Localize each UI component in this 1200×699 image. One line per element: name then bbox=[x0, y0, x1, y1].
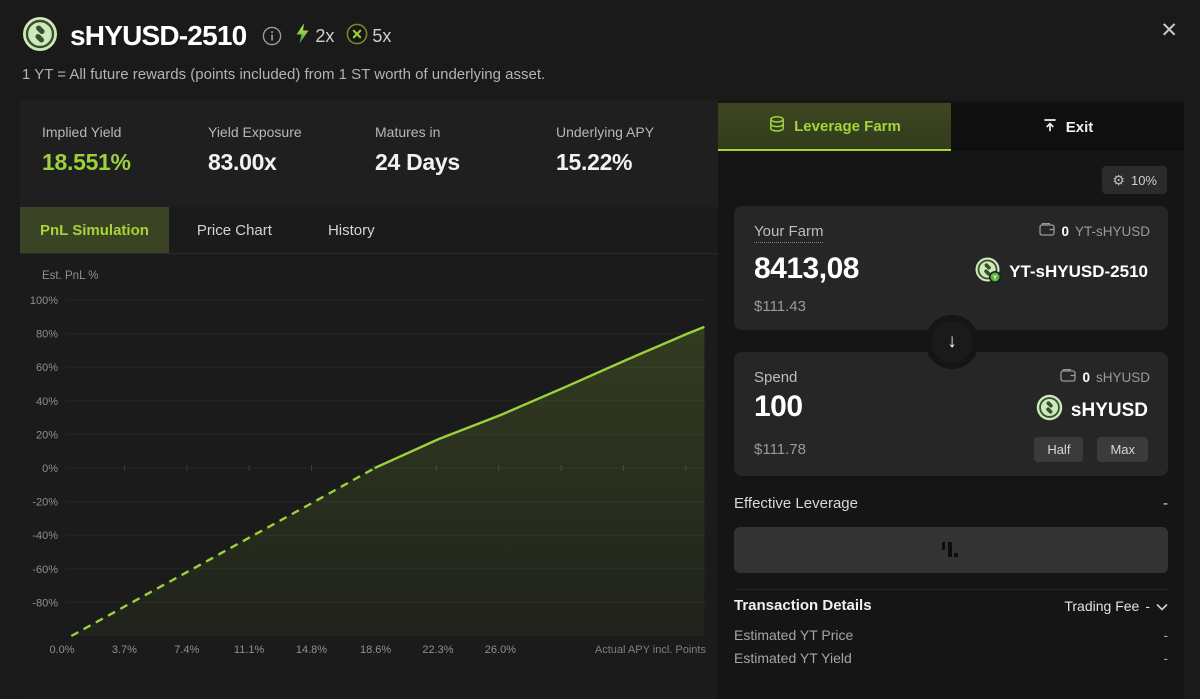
coins-icon bbox=[768, 115, 786, 137]
yt-token-icon: Y bbox=[974, 256, 1002, 288]
farm-usd-value: $111.43 bbox=[754, 298, 806, 315]
chart-tabs: PnL Simulation Price Chart History bbox=[20, 207, 718, 254]
svg-text:Y: Y bbox=[993, 275, 997, 281]
stat-value: 18.551% bbox=[42, 149, 131, 175]
effective-leverage-label: Effective Leverage bbox=[734, 495, 858, 512]
svg-text:-60%: -60% bbox=[32, 564, 58, 576]
chart-y-axis-title: Est. PnL % bbox=[42, 270, 99, 282]
modal-header: sHYUSD-2510 2x bbox=[22, 16, 391, 56]
stat-yield-exposure: Yield Exposure 83.00x bbox=[208, 124, 302, 175]
farm-wallet-balance[interactable]: 0 YT-sHYUSD bbox=[1039, 222, 1150, 239]
svg-text:100%: 100% bbox=[30, 295, 58, 307]
tab-history[interactable]: History bbox=[327, 221, 375, 239]
token-icon bbox=[22, 16, 58, 57]
stats-bar: Implied Yield 18.551% Yield Exposure 83.… bbox=[20, 100, 718, 207]
max-button[interactable]: Max bbox=[1097, 437, 1148, 462]
svg-text:60%: 60% bbox=[36, 362, 58, 374]
farm-token: Y YT-sHYUSD-2510 bbox=[974, 256, 1148, 288]
stat-value: 24 Days bbox=[375, 149, 460, 175]
trading-fee-toggle[interactable]: Trading Fee - bbox=[1064, 598, 1168, 614]
page-title: sHYUSD-2510 bbox=[70, 20, 247, 51]
chevron-down-icon bbox=[1156, 598, 1168, 614]
boost-badge: 2x bbox=[294, 23, 334, 49]
pnl-chart-svg: 100% 80% 60% 40% 20% 0% -20% -40% -60% -80% 0.0% 3.… bbox=[30, 295, 707, 656]
transaction-details-title: Transaction Details bbox=[734, 597, 872, 614]
svg-text:40%: 40% bbox=[36, 396, 58, 408]
loading-spinner-icon bbox=[942, 542, 960, 558]
tab-exit[interactable]: Exit bbox=[951, 103, 1184, 151]
stat-underlying-apy: Underlying APY 15.22% bbox=[556, 124, 655, 175]
spend-amount-input[interactable]: 100 bbox=[754, 390, 803, 423]
farm-token-label: YT-sHYUSD-2510 bbox=[1009, 262, 1148, 281]
trade-tabs: Leverage Farm Exit bbox=[718, 103, 1184, 151]
lightning-icon bbox=[294, 23, 311, 49]
svg-text:14.8%: 14.8% bbox=[296, 644, 327, 656]
stat-value: 83.00x bbox=[208, 149, 277, 175]
tab-price-chart[interactable]: Price Chart bbox=[196, 221, 272, 239]
spend-wallet-balance[interactable]: 0 sHYUSD bbox=[1060, 368, 1150, 385]
spend-token-label: sHYUSD bbox=[1070, 399, 1148, 421]
market-description: 1 YT = All future rewards (points includ… bbox=[22, 66, 546, 83]
estimated-yt-price-row: Estimated YT Price - bbox=[734, 627, 1168, 643]
svg-text:-80%: -80% bbox=[32, 597, 58, 609]
svg-text:80%: 80% bbox=[36, 329, 58, 341]
stat-implied-yield: Implied Yield 18.551% bbox=[42, 124, 131, 175]
tab-label: Leverage Farm bbox=[794, 117, 901, 135]
estimated-yt-yield-row: Estimated YT Yield - bbox=[734, 650, 1168, 666]
svg-text:26.0%: 26.0% bbox=[485, 644, 516, 656]
spend-token: sHYUSD bbox=[1036, 394, 1148, 427]
svg-text:Actual APY incl. Points: Actual APY incl. Points bbox=[595, 644, 707, 656]
submit-button-loading[interactable] bbox=[734, 527, 1168, 573]
your-farm-label: Your Farm bbox=[754, 223, 824, 243]
half-button[interactable]: Half bbox=[1034, 437, 1084, 462]
tab-label: Exit bbox=[1065, 118, 1094, 136]
svg-text:7.4%: 7.4% bbox=[174, 644, 199, 656]
close-icon[interactable]: ✕ bbox=[1160, 19, 1178, 42]
x-circle-icon bbox=[346, 23, 368, 50]
market-info-panel: Implied Yield 18.551% Yield Exposure 83.… bbox=[20, 100, 718, 699]
slippage-value: 10% bbox=[1130, 172, 1157, 188]
multiplier-badge: 5x bbox=[346, 23, 391, 50]
withdraw-icon bbox=[1042, 117, 1058, 137]
trade-panel: Leverage Farm Exit ⚙ 10% Your Farm bbox=[718, 100, 1184, 699]
stat-matures-in: Matures in 24 Days bbox=[375, 124, 460, 175]
tab-pnl-simulation[interactable]: PnL Simulation bbox=[20, 207, 169, 253]
divider bbox=[734, 589, 1168, 590]
gear-icon: ⚙ bbox=[1112, 171, 1125, 188]
svg-text:-40%: -40% bbox=[32, 530, 58, 542]
boost-badge-label: 2x bbox=[315, 25, 335, 46]
svg-text:0%: 0% bbox=[42, 463, 58, 475]
farm-amount: 8413,08 bbox=[754, 252, 859, 285]
pnl-chart: Est. PnL % 100% 80% 60% 40% 20% 0% -20% -40% -60… bbox=[20, 254, 718, 699]
svg-text:0.0%: 0.0% bbox=[49, 644, 74, 656]
multiplier-badge-label: 5x bbox=[372, 25, 392, 46]
effective-leverage-value: - bbox=[1163, 495, 1168, 512]
transaction-details-header: Transaction Details Trading Fee - bbox=[734, 597, 1168, 614]
wallet-icon bbox=[1039, 222, 1056, 239]
svg-text:20%: 20% bbox=[36, 429, 58, 441]
svg-text:11.1%: 11.1% bbox=[234, 644, 265, 656]
token-icon bbox=[1036, 394, 1063, 427]
svg-text:-20%: -20% bbox=[32, 497, 58, 509]
slippage-settings-button[interactable]: ⚙ 10% bbox=[1102, 166, 1167, 194]
svg-text:3.7%: 3.7% bbox=[112, 644, 137, 656]
your-farm-card: Your Farm 0 YT-sHYUSD 8413,08 bbox=[734, 206, 1168, 330]
effective-leverage-row: Effective Leverage - bbox=[734, 495, 1168, 512]
spend-label: Spend bbox=[754, 369, 798, 386]
flow-arrow-down-icon: ↓ bbox=[931, 321, 973, 363]
wallet-icon bbox=[1060, 368, 1077, 385]
svg-text:18.6%: 18.6% bbox=[360, 644, 391, 656]
spend-usd-value: $111.78 bbox=[754, 441, 806, 458]
tab-leverage-farm[interactable]: Leverage Farm bbox=[718, 103, 951, 151]
spend-card: Spend 0 sHYUSD 100 bbox=[734, 352, 1168, 476]
info-icon[interactable] bbox=[262, 26, 282, 46]
stat-value: 15.22% bbox=[556, 149, 633, 175]
svg-text:22.3%: 22.3% bbox=[422, 644, 453, 656]
